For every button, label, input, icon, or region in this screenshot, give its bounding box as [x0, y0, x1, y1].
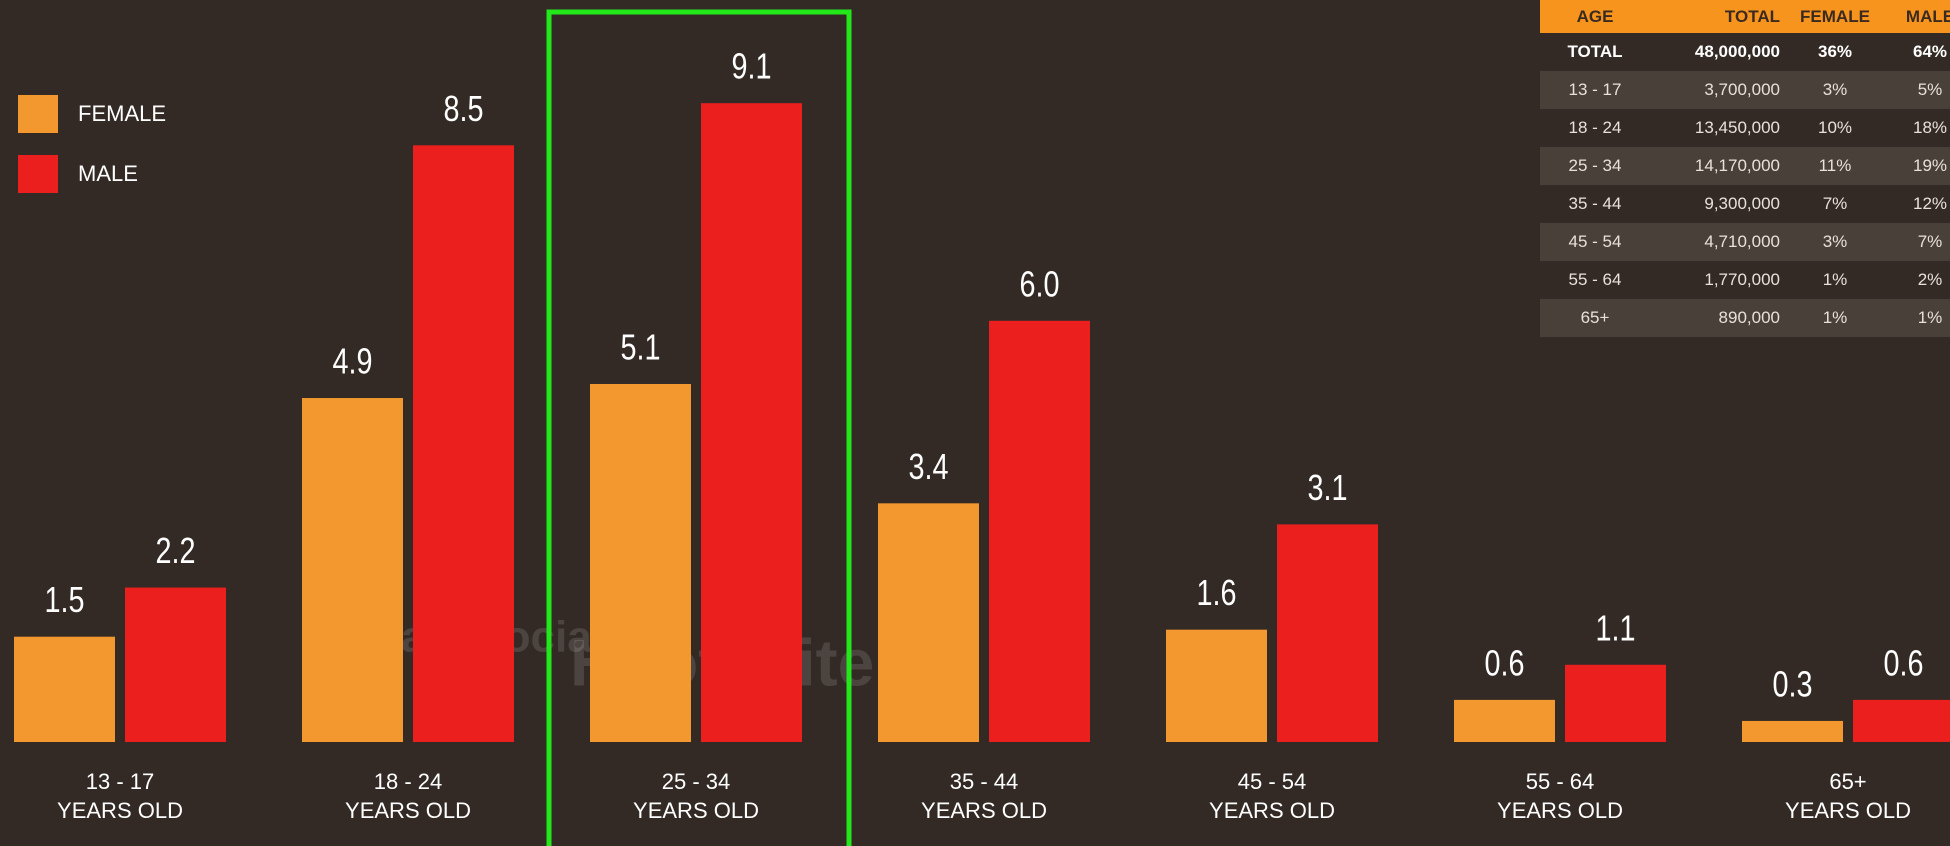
x-tick-label: 45 - 54 — [1238, 769, 1307, 794]
table-cell: 48,000,000 — [1694, 42, 1780, 61]
table-row: 55 - 64 1,770,000 1% 2% — [1540, 261, 1950, 299]
value-label: 0.6 — [1883, 642, 1923, 683]
value-label: 2.2 — [155, 530, 195, 571]
highlight-box — [546, 9, 852, 846]
table-cell: FEMALE — [1800, 6, 1870, 26]
bar — [413, 145, 514, 743]
table-cell: 65+ — [1580, 308, 1610, 327]
value-label: 1.1 — [1595, 607, 1635, 648]
table-cell: 55 - 64 — [1568, 270, 1622, 289]
table-cell: 64% — [1912, 42, 1948, 61]
table-cell: TOTAL — [1567, 42, 1623, 61]
value-label: 0.6 — [1484, 642, 1524, 683]
table-row: 13 - 17 3,700,000 3% 5% — [1540, 71, 1950, 109]
value-label: 3.1 — [1307, 467, 1347, 508]
x-tick-label: 18 - 24 — [374, 769, 443, 794]
value-label: 5.1 — [620, 326, 660, 367]
x-tick-label: 25 - 34 — [662, 769, 731, 794]
table-cell: 3% — [1822, 232, 1848, 251]
table-cell: 36% — [1817, 42, 1853, 61]
value-label: 6.0 — [1019, 263, 1059, 304]
table-cell: 2% — [1917, 270, 1943, 289]
x-tick-label: YEARS OLD — [1785, 798, 1911, 823]
bar — [1166, 629, 1267, 742]
table-row: 35 - 44 9,300,000 7% 12% — [1540, 185, 1950, 223]
table-cell: 25 - 34 — [1568, 156, 1622, 175]
data-table: AGE TOTAL FEMALE MALE TOTAL 48,000,000 36% 64% 1… — [1540, 0, 1950, 337]
legend-swatch — [18, 155, 58, 193]
table-cell: 14,170,000 — [1694, 156, 1780, 175]
table-row: 25 - 34 14,170,000 11% 19% — [1540, 147, 1950, 185]
table-cell: 13,450,000 — [1694, 118, 1780, 137]
bar — [878, 503, 979, 742]
table-cell: 890,000 — [1718, 308, 1780, 327]
table-cell: 19% — [1912, 156, 1948, 175]
bar — [14, 636, 115, 742]
table-cell: TOTAL — [1724, 6, 1780, 26]
table-cell: 11% — [1818, 156, 1852, 175]
value-label: 4.9 — [332, 340, 372, 381]
table-cell: 9,300,000 — [1704, 194, 1780, 213]
x-tick-label: YEARS OLD — [1209, 798, 1335, 823]
bar — [1454, 699, 1555, 742]
table-cell: MALE — [1905, 6, 1950, 26]
x-tick-label: 35 - 44 — [950, 769, 1019, 794]
table-row: 65+ 890,000 1% 1% — [1540, 299, 1950, 337]
table-cell: 1,770,000 — [1704, 270, 1780, 289]
table-cell: 10% — [1817, 118, 1853, 137]
bar — [1742, 720, 1843, 742]
x-tick-label: YEARS OLD — [921, 798, 1047, 823]
table-cell: 4,710,000 — [1704, 232, 1780, 251]
table-cell: 7% — [1822, 194, 1848, 213]
bar — [590, 383, 691, 742]
table-row: TOTAL 48,000,000 36% 64% — [1540, 33, 1950, 71]
table-cell: 1% — [1822, 308, 1848, 327]
table-cell: 18 - 24 — [1568, 118, 1622, 137]
bar — [1853, 699, 1950, 742]
table-cell: 1% — [1917, 308, 1943, 327]
value-label: 8.5 — [443, 88, 483, 129]
table-cell: 3% — [1822, 80, 1848, 99]
table-cell: 35 - 44 — [1568, 194, 1622, 213]
legend-swatch — [18, 95, 58, 133]
table-row: 18 - 24 13,450,000 10% 18% — [1540, 109, 1950, 147]
value-label: 9.1 — [731, 46, 771, 87]
table-row: 45 - 54 4,710,000 3% 7% — [1540, 223, 1950, 261]
table-cell: AGE — [1576, 6, 1614, 26]
x-tick-label: YEARS OLD — [633, 798, 759, 823]
table-cell: 3,700,000 — [1704, 80, 1780, 99]
value-label: 1.5 — [44, 579, 84, 620]
bar — [125, 587, 226, 742]
table-cell: 18% — [1912, 118, 1948, 137]
legend-label: FEMALE — [78, 101, 166, 126]
bar — [1565, 664, 1666, 742]
value-label: 1.6 — [1196, 572, 1236, 613]
bar — [1277, 524, 1378, 742]
table-cell: 45 - 54 — [1568, 232, 1622, 251]
x-tick-label: 13 - 17 — [86, 769, 155, 794]
table-row: AGE TOTAL FEMALE MALE — [1540, 0, 1950, 33]
table-cell: 12% — [1912, 194, 1948, 213]
bar — [302, 398, 403, 742]
x-tick-label: YEARS OLD — [1497, 798, 1623, 823]
x-tick-label: YEARS OLD — [57, 798, 183, 823]
value-label: 0.3 — [1772, 663, 1812, 704]
bar — [701, 103, 802, 743]
x-tick-label: 65+ — [1829, 769, 1866, 794]
legend-label: MALE — [78, 161, 138, 186]
table-cell: 5% — [1917, 80, 1943, 99]
x-tick-label: YEARS OLD — [345, 798, 471, 823]
value-label: 3.4 — [908, 446, 948, 487]
bar — [989, 320, 1090, 742]
x-tick-label: 55 - 64 — [1526, 769, 1595, 794]
table-cell: 7% — [1917, 232, 1943, 251]
table-cell: 13 - 17 — [1568, 80, 1622, 99]
table-cell: 1% — [1822, 270, 1848, 289]
